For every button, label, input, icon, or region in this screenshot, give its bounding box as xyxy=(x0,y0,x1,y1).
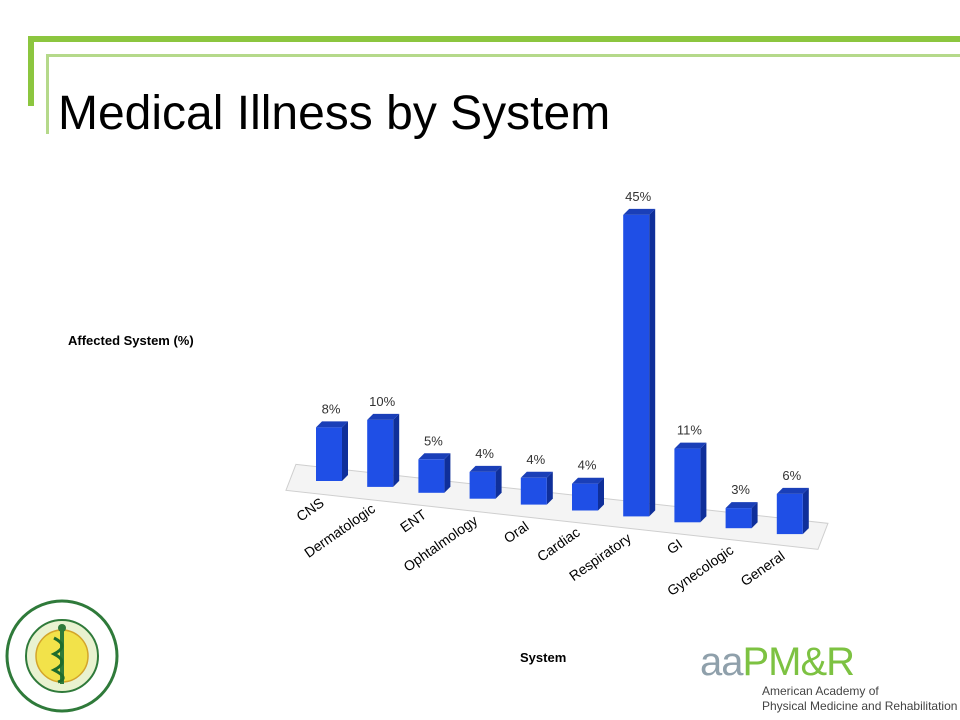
bar-dermatologic xyxy=(367,413,400,487)
aapmr-name-line2: Physical Medicine and Rehabilitation xyxy=(762,699,958,713)
bar-top xyxy=(776,487,809,494)
bar-top xyxy=(469,465,502,472)
bar-gi xyxy=(674,442,707,523)
data-label: 10% xyxy=(369,394,395,409)
bar-oral xyxy=(520,471,553,505)
data-label: 4% xyxy=(475,446,494,461)
bar-front xyxy=(776,493,803,535)
bar-side xyxy=(495,465,502,499)
bar-front xyxy=(469,471,496,499)
bar-side xyxy=(546,471,553,505)
bar-respiratory xyxy=(623,208,656,517)
bar-side xyxy=(649,208,656,517)
tick-label: Oral xyxy=(501,518,532,546)
bar-front xyxy=(572,483,598,511)
tick-label: General xyxy=(738,547,788,589)
data-label: 3% xyxy=(731,482,750,497)
bar-ent xyxy=(418,453,451,493)
bar-side xyxy=(598,477,604,511)
data-label: 5% xyxy=(424,433,443,448)
tick-label: CNS xyxy=(293,494,326,524)
data-label: 8% xyxy=(322,401,341,416)
bar-top xyxy=(674,442,707,449)
bar-side xyxy=(802,487,809,535)
data-label: 45% xyxy=(625,189,651,204)
frame-outer-accent xyxy=(28,36,960,106)
bar-top xyxy=(572,477,604,484)
bar-side xyxy=(393,413,400,487)
bar-side xyxy=(342,421,348,481)
bar-top xyxy=(316,421,348,428)
bar-top xyxy=(418,453,451,460)
data-label: 6% xyxy=(782,468,801,483)
bar-top xyxy=(367,413,400,420)
bar-front xyxy=(623,214,650,517)
aapmr-logo-text: aaPM&R xyxy=(700,640,855,684)
aapmr-logo: aaPM&R xyxy=(700,640,855,685)
x-axis-label: System xyxy=(520,650,567,665)
bar-front xyxy=(418,459,445,493)
tick-label: ENT xyxy=(397,506,429,535)
tick-label: GI xyxy=(664,536,685,558)
bar-top xyxy=(725,502,758,509)
data-label: 11% xyxy=(677,423,702,438)
bar-general xyxy=(776,487,809,535)
bar-cns xyxy=(316,421,348,481)
y-axis-label: Affected System (%) xyxy=(68,333,194,348)
slide-title: Medical Illness by System xyxy=(58,87,611,140)
bar-front xyxy=(520,477,547,505)
bar-ophtalmology xyxy=(469,465,502,499)
bar-side xyxy=(444,453,451,493)
bar-gynecologic xyxy=(725,502,758,529)
bar-top xyxy=(520,471,553,478)
bar-side xyxy=(700,442,707,523)
bar-cardiac xyxy=(572,477,604,511)
bar-front xyxy=(367,419,394,487)
bar-front xyxy=(725,508,752,529)
data-label: 4% xyxy=(578,458,597,473)
frame-inner-accent xyxy=(46,54,960,134)
bar-front xyxy=(316,427,342,481)
tick-label: Cardiac xyxy=(534,524,583,565)
data-label: 4% xyxy=(526,452,545,467)
aapmr-org-name: American Academy of Physical Medicine an… xyxy=(762,684,957,714)
bar-front xyxy=(674,448,701,523)
escuela-medicina-seal xyxy=(5,599,119,713)
aapmr-name-line1: American Academy of xyxy=(762,684,879,698)
bar-top xyxy=(623,208,656,215)
bar-side xyxy=(751,502,758,529)
